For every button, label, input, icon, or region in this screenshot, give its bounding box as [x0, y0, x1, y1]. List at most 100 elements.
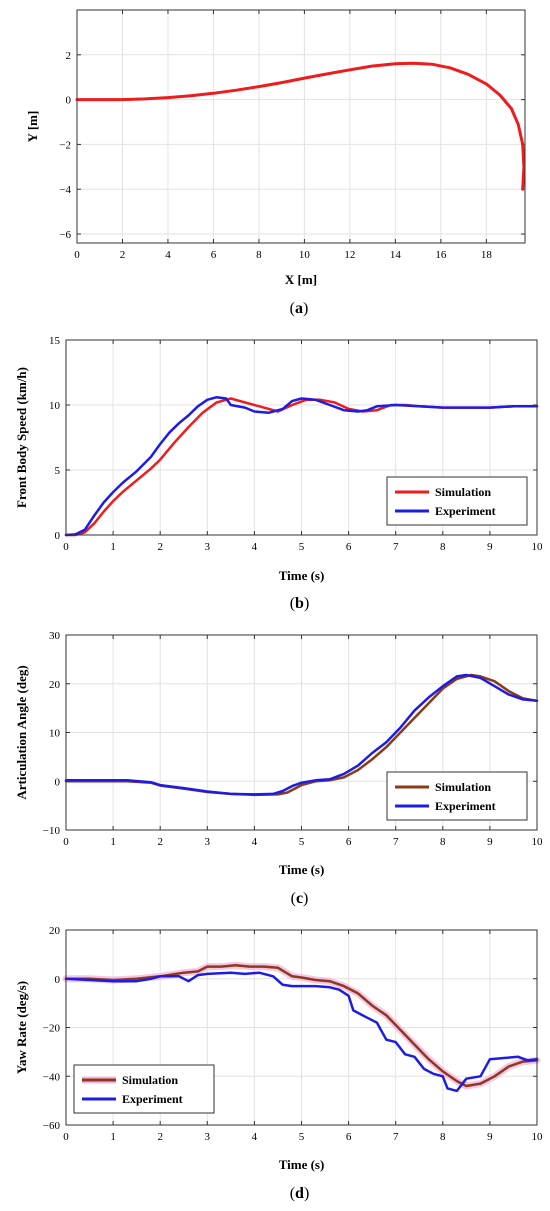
y-tick-label: 30	[49, 630, 61, 642]
legend-label-experiment: Experiment	[435, 504, 496, 518]
series-line-experiment	[64, 673, 539, 796]
series-line-experiment	[64, 971, 539, 1093]
x-tick-label: 3	[205, 836, 211, 848]
panel-caption: (d)	[290, 1185, 310, 1202]
x-tick-label: 0	[63, 541, 69, 553]
x-tick-label: 9	[487, 541, 493, 553]
x-tick-label: 6	[346, 1131, 352, 1143]
y-tick-label: −20	[43, 1023, 61, 1035]
x-tick-label: 3	[205, 1131, 211, 1143]
y-tick-label: −60	[43, 1120, 61, 1132]
legend: Simulation Experiment	[386, 771, 528, 821]
caption-close: )	[304, 1185, 309, 1202]
x-tick-label: 0	[63, 1131, 69, 1143]
x-tick-label: 0	[74, 249, 80, 261]
x-tick-label: 2	[157, 541, 163, 553]
x-axis-label: Time (s)	[279, 1157, 325, 1172]
x-tick-label: 9	[487, 836, 493, 848]
x-tick-label: 10	[532, 1131, 544, 1143]
caption-letter: b	[295, 595, 304, 612]
chart-b: 0 1 2 3 4 5 6 7 8 9 10 0 5 10 15 Time (s) Front Body Spe…	[14, 335, 543, 612]
x-tick-label: 2	[120, 249, 126, 261]
chart-a: 0 2 4 6 8 10 12 14 16 18 −6 −4 −2 0 2 X [m] Y [m] (a)	[25, 9, 526, 317]
legend-box	[386, 476, 528, 526]
y-tick-label: −4	[59, 184, 71, 196]
y-tick-label: 10	[49, 728, 61, 740]
caption-letter: a	[295, 300, 303, 317]
y-axis-label: Yaw Rate (deg/s)	[14, 981, 29, 1074]
y-tick-label: 5	[55, 465, 61, 477]
x-axis-label: Time (s)	[279, 862, 325, 877]
x-tick-label: 6	[346, 541, 352, 553]
x-tick-label: 14	[390, 249, 402, 261]
legend-box	[73, 1064, 215, 1114]
plot-frame	[65, 339, 538, 536]
x-tick-label: 7	[393, 836, 399, 848]
y-tick-label: −6	[59, 229, 71, 241]
legend-label-simulation: Simulation	[122, 1073, 178, 1087]
x-tick-label: 0	[63, 836, 69, 848]
panel-caption: (c)	[291, 890, 309, 907]
series-line-0	[75, 61, 526, 191]
x-tick-label: 18	[481, 249, 493, 261]
y-tick-label: 20	[49, 679, 61, 691]
y-tick-label: 2	[66, 50, 72, 62]
y-tick-label: 0	[55, 530, 61, 542]
caption-close: )	[304, 595, 309, 612]
y-tick-label: −10	[43, 825, 61, 837]
x-tick-label: 10	[532, 541, 544, 553]
legend-box	[386, 771, 528, 821]
x-tick-label: 8	[440, 541, 446, 553]
x-tick-label: 6	[346, 836, 352, 848]
chart-d: 0 1 2 3 4 5 6 7 8 9 10 −60 −40 −20 0 20 Time (s) Yaw Rate…	[14, 925, 543, 1202]
y-tick-label: 20	[49, 925, 61, 937]
x-tick-label: 12	[344, 249, 355, 261]
x-tick-label: 2	[157, 836, 163, 848]
plot-frame	[65, 634, 538, 831]
legend: Simulation Experiment	[73, 1064, 215, 1114]
y-tick-label: 15	[49, 335, 61, 347]
y-tick-label: 10	[49, 400, 61, 412]
legend: Simulation Experiment	[386, 476, 528, 526]
caption-letter: d	[295, 1185, 304, 1202]
x-tick-label: 7	[393, 541, 399, 553]
y-tick-label: 0	[55, 776, 61, 788]
x-tick-label: 4	[252, 1131, 258, 1143]
panel-caption: (b)	[290, 595, 310, 612]
x-tick-label: 16	[435, 249, 447, 261]
x-tick-label: 4	[165, 249, 171, 261]
x-tick-label: 4	[252, 836, 258, 848]
x-tick-label: 2	[157, 1131, 163, 1143]
x-tick-label: 1	[110, 836, 116, 848]
plot-frame	[76, 9, 526, 244]
series-line-simulation	[64, 964, 539, 1088]
series-line-experiment	[64, 395, 539, 537]
legend-label-experiment: Experiment	[435, 799, 496, 813]
y-tick-label: −40	[43, 1071, 61, 1083]
x-tick-label: 8	[440, 836, 446, 848]
caption-close: )	[303, 300, 308, 317]
caption-open: (	[290, 300, 295, 317]
plot-frame	[65, 929, 538, 1126]
y-axis-label: Y [m]	[25, 111, 40, 143]
x-tick-label: 3	[205, 541, 211, 553]
x-tick-label: 8	[440, 1131, 446, 1143]
x-tick-label: 9	[487, 1131, 493, 1143]
x-tick-label: 4	[252, 541, 258, 553]
x-tick-label: 10	[532, 836, 544, 848]
y-tick-label: −2	[59, 139, 71, 151]
plot-area	[77, 10, 525, 243]
legend-label-simulation: Simulation	[435, 485, 491, 499]
x-tick-label: 1	[110, 1131, 116, 1143]
x-axis-label: X [m]	[285, 272, 317, 287]
x-axis-label: Time (s)	[279, 568, 325, 583]
legend-label-experiment: Experiment	[122, 1092, 183, 1106]
y-axis-label: Front Body Speed (km/h)	[14, 367, 29, 508]
panel-caption: (a)	[290, 300, 309, 317]
x-tick-label: 10	[299, 249, 311, 261]
x-tick-label: 5	[299, 541, 305, 553]
y-tick-label: 0	[66, 95, 72, 107]
legend-label-simulation: Simulation	[435, 780, 491, 794]
